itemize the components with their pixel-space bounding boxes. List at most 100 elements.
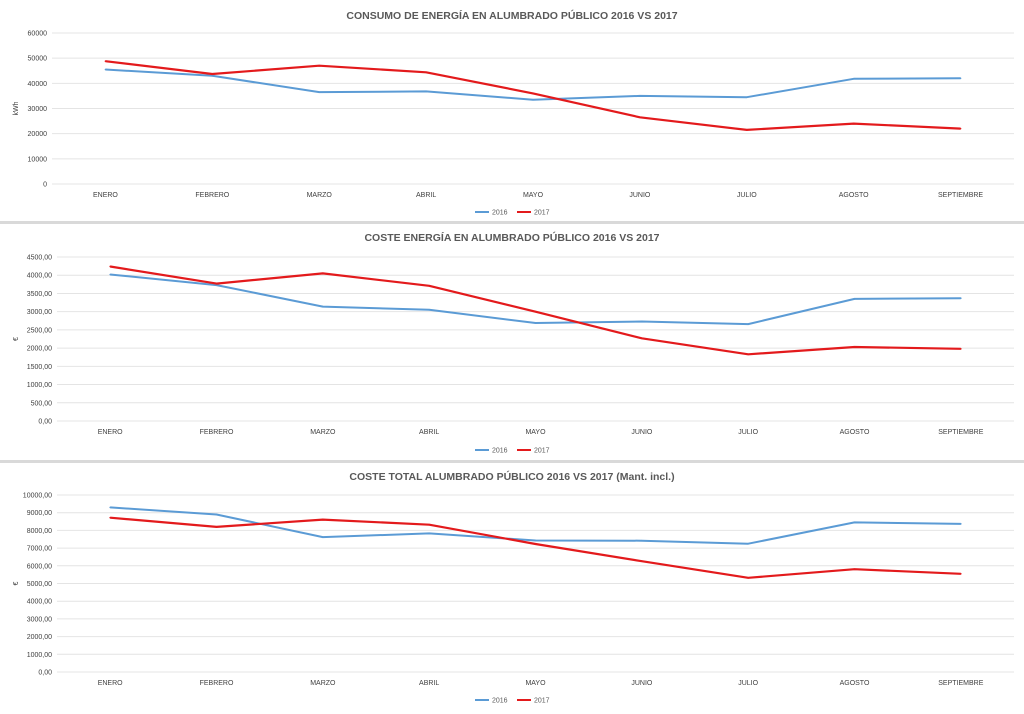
x-tick-label: ENERO	[93, 192, 118, 199]
series-line-2016	[105, 68, 961, 101]
data-point-2016	[639, 95, 641, 97]
data-point-2017	[641, 337, 643, 340]
x-tick-label: MARZO	[310, 429, 336, 436]
x-tick-label: JUNIO	[631, 429, 653, 436]
data-point-2017	[425, 71, 427, 74]
y-tick-label: 10000	[28, 156, 48, 163]
data-point-2017	[215, 526, 218, 528]
y-tick-label: 500,00	[31, 400, 53, 407]
data-point-2017	[641, 560, 643, 562]
y-tick-label: 2000,00	[27, 634, 52, 641]
data-point-2017	[639, 116, 641, 119]
x-tick-label: ABRIL	[419, 429, 439, 436]
data-point-2017	[853, 568, 856, 570]
y-tick-label: 4000,00	[27, 273, 52, 280]
chart-panel-coste-total: COSTE TOTAL ALUMBRADO PÚBLICO 2016 VS 20…	[0, 463, 1024, 714]
x-tick-label: JUNIO	[629, 192, 651, 199]
data-point-2016	[104, 68, 107, 71]
legend-label: 2016	[492, 210, 508, 217]
data-point-2017	[318, 64, 321, 67]
legend-label: 2016	[492, 448, 508, 455]
y-tick-label: 2500,00	[27, 327, 52, 334]
data-point-2017	[532, 92, 534, 95]
y-tick-label: 0,00	[38, 670, 52, 677]
y-tick-label: 60000	[28, 31, 48, 38]
x-tick-label: ENERO	[98, 429, 123, 436]
data-point-2016	[747, 542, 749, 545]
data-point-2017	[747, 353, 749, 356]
data-point-2017	[109, 516, 111, 519]
data-point-2017	[322, 518, 324, 521]
x-tick-label: MAYO	[525, 429, 546, 436]
x-tick-label: SEPTIEMBRE	[938, 192, 983, 199]
data-point-2016	[109, 506, 111, 509]
y-tick-label: 9000,00	[27, 510, 52, 517]
data-point-2017	[215, 282, 218, 285]
data-point-2016	[109, 273, 111, 276]
data-point-2016	[747, 323, 749, 325]
chart-title: COSTE ENERGÍA EN ALUMBRADO PÚBLICO 2016 …	[364, 231, 659, 244]
data-point-2016	[641, 320, 643, 323]
x-tick-label: FEBRERO	[195, 192, 229, 199]
data-point-2016	[960, 297, 962, 299]
data-point-2016	[322, 305, 324, 308]
data-point-2016	[534, 322, 537, 324]
x-tick-label: ABRIL	[419, 680, 439, 687]
chart-coste-total-svg: COSTE TOTAL ALUMBRADO PÚBLICO 2016 VS 20…	[13, 470, 1014, 705]
data-point-2016	[428, 309, 430, 311]
y-tick-label: 3000,00	[27, 309, 52, 316]
y-tick-label: 3500,00	[27, 291, 52, 298]
y-tick-label: 7000,00	[27, 546, 52, 553]
data-point-2017	[109, 265, 111, 268]
x-tick-label: JULIO	[738, 429, 758, 436]
y-tick-label: 6000,00	[27, 563, 52, 570]
data-point-2016	[959, 77, 962, 80]
x-tick-label: MAYO	[523, 192, 544, 199]
data-point-2017	[853, 346, 856, 348]
chart-title: COSTE TOTAL ALUMBRADO PÚBLICO 2016 VS 20…	[349, 470, 674, 483]
y-tick-label: 1000,00	[27, 652, 52, 659]
x-tick-label: JULIO	[738, 680, 758, 687]
data-point-2016	[318, 91, 321, 93]
y-tick-label: 1000,00	[27, 382, 52, 389]
data-point-2016	[641, 539, 643, 542]
chart-panel-coste-energia: COSTE ENERGÍA EN ALUMBRADO PÚBLICO 2016 …	[0, 224, 1024, 463]
legend-label: 2016	[492, 698, 508, 705]
y-tick-label: 1500,00	[27, 364, 52, 371]
data-point-2016	[215, 513, 218, 516]
x-tick-label: ENERO	[98, 680, 123, 687]
series-line-2017	[105, 60, 961, 131]
legend-label: 2017	[534, 698, 550, 705]
data-point-2016	[428, 532, 430, 535]
data-point-2016	[425, 90, 427, 93]
data-point-2016	[853, 298, 856, 300]
chart-consumo-svg: CONSUMO DE ENERGÍA EN ALUMBRADO PÚBLICO …	[13, 9, 1014, 217]
y-tick-label: 4500,00	[27, 255, 52, 262]
chart-coste-energia-svg: COSTE ENERGÍA EN ALUMBRADO PÚBLICO 2016 …	[13, 231, 1014, 455]
data-point-2017	[960, 572, 962, 575]
x-tick-label: AGOSTO	[840, 429, 870, 436]
data-point-2017	[852, 122, 855, 125]
y-tick-label: 40000	[28, 81, 48, 88]
data-point-2017	[428, 284, 430, 287]
data-point-2016	[960, 523, 962, 525]
data-point-2016	[532, 98, 534, 101]
x-tick-label: AGOSTO	[839, 192, 869, 199]
data-point-2017	[959, 127, 962, 130]
y-axis-label: €	[13, 337, 20, 341]
y-tick-label: 20000	[28, 131, 48, 138]
data-point-2016	[853, 521, 856, 524]
y-tick-label: 5000,00	[27, 581, 52, 588]
x-tick-label: JUNIO	[631, 680, 653, 687]
y-tick-label: 0	[43, 182, 47, 189]
data-point-2017	[534, 543, 537, 545]
x-tick-label: MARZO	[307, 192, 333, 199]
y-tick-label: 4000,00	[27, 599, 52, 606]
x-tick-label: AGOSTO	[840, 680, 870, 687]
chart-title: CONSUMO DE ENERGÍA EN ALUMBRADO PÚBLICO …	[346, 9, 677, 22]
x-tick-label: JULIO	[737, 192, 757, 199]
data-point-2016	[745, 96, 748, 98]
x-tick-label: SEPTIEMBRE	[938, 429, 983, 436]
x-tick-label: ABRIL	[416, 192, 436, 199]
y-tick-label: 30000	[28, 106, 48, 113]
